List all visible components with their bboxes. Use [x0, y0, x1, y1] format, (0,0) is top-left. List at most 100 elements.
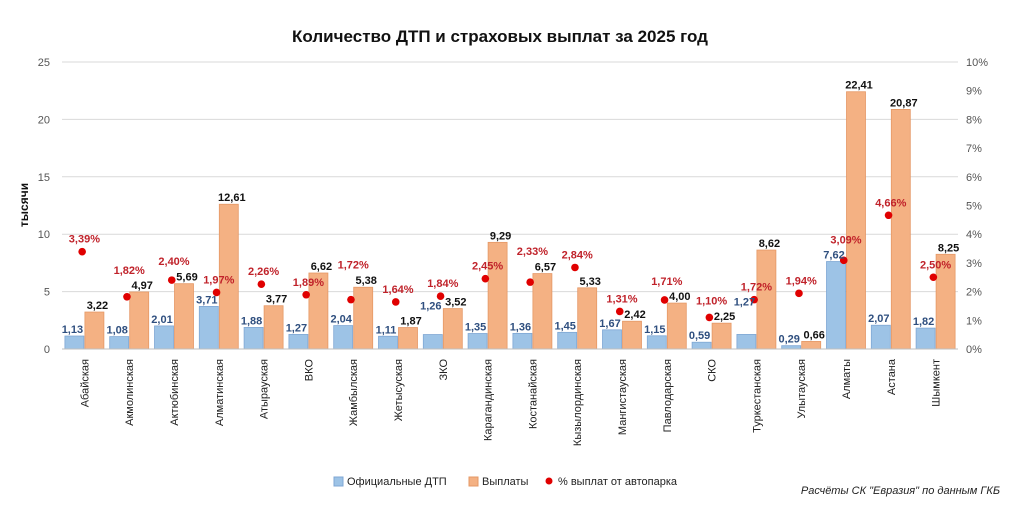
point-payment-percent: [212, 288, 221, 297]
point-payment-percent: [750, 295, 758, 304]
label-payment-percent: 1,89%: [293, 277, 324, 289]
legend-label-payments: Выплаты: [482, 476, 529, 488]
point-payment-percent: [660, 296, 669, 304]
bar-official-dtp: [736, 334, 757, 350]
label-payment-percent: 2,45%: [472, 261, 503, 273]
x-tick-label: Карагандинская: [483, 359, 495, 441]
x-tick-label: Шымкент: [931, 359, 943, 407]
y2-tick-label: 2%: [966, 287, 982, 299]
bar-official-dtp: [512, 332, 533, 350]
x-tick-label: ЗКО: [438, 359, 450, 381]
label-payments: 2,42: [624, 309, 645, 321]
label-payment-percent: 2,40%: [158, 256, 189, 268]
label-official-dtp: 1,27: [286, 322, 307, 334]
y2-tick-label: 7%: [966, 143, 982, 155]
legend: Официальные ДТП Выплаты % выплат от автопа…: [333, 476, 678, 488]
bar-payments: [532, 273, 553, 350]
bar-payments: [846, 91, 866, 350]
y2-tick-label: 3%: [966, 258, 982, 270]
y-tick-label: 5: [44, 287, 50, 299]
x-tick-label: Костанайская: [527, 359, 539, 429]
y-tick-label: 10: [38, 229, 50, 241]
label-official-dtp: 3,71: [196, 294, 217, 306]
label-payments: 3,22: [87, 300, 108, 312]
y2-tick-label: 0%: [966, 344, 982, 356]
label-official-dtp: 2,01: [151, 314, 172, 326]
bar-payments: [577, 287, 598, 350]
bar-payments: [353, 286, 374, 350]
label-payment-percent: 2,84%: [562, 249, 593, 261]
bar-payments: [398, 327, 418, 350]
label-payment-percent: 1,84%: [427, 278, 458, 290]
legend-label-payment-percent: % выплат от автопарка: [558, 476, 678, 488]
bar-official-dtp: [557, 331, 578, 350]
label-official-dtp: 1,13: [62, 324, 83, 336]
point-payment-percent: [436, 292, 445, 300]
label-official-dtp: 1,11: [376, 324, 397, 336]
label-payment-percent: 1,71%: [651, 276, 682, 288]
data-labels: 1,13 3,22 3,39% 1,08 4,97 1,82% 2,01 5,69 2,40% 3…: [62, 80, 960, 346]
label-payments: 4,97: [131, 280, 152, 292]
bar-official-dtp: [378, 335, 398, 350]
label-official-dtp: 1,27: [734, 296, 755, 308]
point-payment-percent: [929, 273, 938, 282]
y2-tick-label: 10%: [966, 57, 988, 69]
y-tick-label: 25: [38, 57, 50, 69]
label-payments: 22,41: [845, 80, 873, 92]
bar-payments: [487, 241, 508, 350]
x-tick-label: Мангистауская: [617, 359, 629, 435]
y2-tick-label: 4%: [966, 229, 982, 241]
bar-official-dtp: [826, 261, 846, 350]
legend-swatch-payment-percent: [545, 477, 553, 485]
point-payment-percent: [78, 247, 86, 256]
y-axis-label: тысячи: [17, 183, 31, 227]
point-payment-percent: [839, 256, 848, 265]
label-payments: 6,62: [311, 261, 332, 273]
bar-official-dtp: [602, 329, 622, 350]
x-tick-label: Атырауская: [259, 359, 271, 419]
label-payment-percent: 1,10%: [696, 295, 727, 307]
legend-label-official-dtp: Официальные ДТП: [347, 476, 447, 488]
label-official-dtp: 7,62: [823, 250, 844, 262]
point-payment-percent: [481, 274, 490, 283]
x-tick-label: Павлодарская: [662, 359, 674, 432]
label-payments: 0,66: [803, 329, 824, 341]
bar-official-dtp: [467, 333, 488, 350]
label-payment-percent: 3,09%: [830, 234, 861, 246]
y-tick-label: 20: [38, 114, 50, 126]
bar-payments: [890, 109, 911, 350]
bar-official-dtp: [915, 327, 936, 350]
label-payments: 8,62: [759, 238, 780, 250]
point-payment-percent: [571, 263, 579, 272]
y-tick-label: 0: [44, 344, 50, 356]
point-payment-percent: [257, 280, 266, 288]
point-payment-percent: [615, 307, 624, 316]
bar-payments: [263, 305, 284, 350]
x-tick-label: Астана: [886, 358, 898, 395]
x-tick-label: Абайская: [79, 359, 91, 407]
bar-payments: [129, 291, 150, 350]
bar-payments: [756, 249, 777, 350]
bar-official-dtp: [333, 325, 354, 350]
label-payment-percent: 1,72%: [741, 282, 772, 294]
bar-payments: [84, 311, 105, 350]
label-payments: 8,25: [938, 242, 959, 254]
label-official-dtp: 1,36: [510, 321, 531, 333]
point-payment-percent: [167, 276, 176, 284]
label-payments: 5,38: [355, 275, 376, 287]
label-official-dtp: 1,82: [913, 316, 934, 328]
label-official-dtp: 1,15: [644, 324, 665, 336]
bar-official-dtp: [691, 341, 712, 350]
bar-payments: [666, 302, 687, 350]
x-tick-label: Жетысуская: [393, 359, 405, 421]
bar-official-dtp: [109, 336, 130, 350]
bar-official-dtp: [288, 334, 309, 350]
point-payment-percent: [884, 211, 893, 220]
label-payment-percent: 1,82%: [114, 265, 145, 277]
chart-title: Количество ДТП и страховых выплат за 202…: [292, 27, 708, 46]
y2-tick-label: 6%: [966, 172, 982, 184]
point-payment-percent: [705, 313, 714, 322]
point-payment-percent: [123, 292, 131, 301]
source-note: Расчёты СК "Евразия" по данным ГКБ: [801, 485, 1000, 497]
